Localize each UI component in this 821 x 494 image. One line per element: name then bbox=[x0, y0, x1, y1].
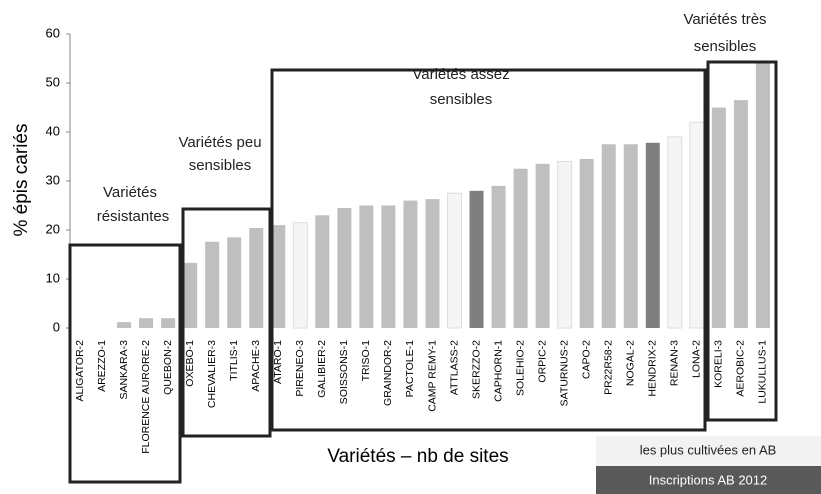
y-tick-label: 40 bbox=[46, 123, 60, 138]
y-tick-label: 0 bbox=[53, 319, 60, 334]
bar bbox=[469, 190, 484, 328]
bar bbox=[292, 222, 308, 329]
x-tick-label: APACHE-3 bbox=[250, 340, 262, 392]
legend-box bbox=[596, 466, 821, 494]
x-tick-label: TITLIS-1 bbox=[228, 340, 240, 381]
x-tick-label: ALIGATOR-2 bbox=[74, 340, 86, 402]
x-tick-label: CAMP REMY-1 bbox=[426, 340, 438, 412]
x-tick-label: SANKARA-3 bbox=[118, 340, 130, 400]
x-tick-label: GRAINDOR-2 bbox=[382, 340, 394, 406]
annotation: Variétés assez bbox=[412, 66, 509, 83]
x-tick-label: HENDRIX-2 bbox=[647, 340, 659, 397]
bar bbox=[271, 225, 286, 328]
bar bbox=[117, 322, 132, 328]
bar bbox=[491, 185, 506, 328]
x-tick-label: SOISSONS-1 bbox=[338, 340, 350, 404]
y-tick-label: 30 bbox=[46, 172, 60, 187]
x-tick-label: AEROBIC-2 bbox=[735, 340, 747, 397]
bar bbox=[447, 192, 463, 329]
x-axis-title: Variétés – nb de sites bbox=[327, 446, 508, 467]
annotation: sensibles bbox=[430, 91, 493, 108]
bar bbox=[315, 215, 330, 328]
bar bbox=[249, 228, 264, 328]
bar bbox=[557, 160, 573, 329]
legend-box bbox=[596, 436, 821, 466]
bar bbox=[535, 163, 550, 328]
bar bbox=[205, 241, 220, 328]
x-tick-label: LONA-2 bbox=[691, 340, 703, 378]
group-box bbox=[270, 68, 707, 432]
annotation: sensibles bbox=[694, 38, 757, 55]
bar bbox=[513, 168, 528, 328]
bar bbox=[161, 318, 176, 328]
y-tick-label: 50 bbox=[46, 74, 60, 89]
x-tick-label: KORELI-3 bbox=[713, 340, 725, 388]
annotation: résistantes bbox=[97, 208, 170, 225]
x-tick-label: ATARO-1 bbox=[272, 340, 284, 384]
group-box bbox=[706, 60, 778, 422]
x-tick-label: SATURNUS-2 bbox=[558, 340, 570, 406]
bar bbox=[381, 205, 396, 328]
x-tick-label: TRISO-1 bbox=[360, 340, 372, 382]
x-tick-label: SOLEHIO-2 bbox=[514, 340, 526, 396]
y-tick-label: 60 bbox=[46, 25, 60, 40]
bar bbox=[645, 142, 660, 328]
x-tick-label: PACTOLE-1 bbox=[404, 340, 416, 398]
bar bbox=[183, 262, 198, 328]
x-tick-label: RENAN-3 bbox=[669, 340, 681, 386]
x-tick-label: AREZZO-1 bbox=[96, 340, 108, 392]
x-tick-label: LUKULLUS-1 bbox=[757, 340, 769, 404]
x-tick-label: GALIBIER-2 bbox=[316, 340, 328, 398]
bar bbox=[337, 207, 352, 328]
x-tick-label: FLORENCE AURORE-2 bbox=[140, 340, 152, 454]
group-box bbox=[68, 243, 182, 484]
y-tick-label: 10 bbox=[46, 270, 60, 285]
bar bbox=[755, 63, 770, 329]
x-tick-label: SKERZZO-2 bbox=[470, 340, 482, 399]
x-tick-label: PR22R58-2 bbox=[603, 340, 615, 395]
x-tick-label: PIRENEO-3 bbox=[294, 340, 306, 397]
bar bbox=[227, 237, 242, 328]
x-tick-label: ATTLASS-2 bbox=[448, 340, 460, 395]
bar bbox=[359, 205, 374, 328]
x-tick-label: QUEBON-2 bbox=[162, 340, 174, 395]
bar bbox=[667, 136, 683, 329]
bar bbox=[403, 200, 418, 328]
y-tick-label: 20 bbox=[46, 221, 60, 236]
bar bbox=[601, 144, 616, 328]
legend-label: les plus cultivées en AB bbox=[640, 442, 777, 457]
bar bbox=[733, 100, 748, 329]
x-tick-label: CAPHORN-1 bbox=[492, 340, 504, 402]
bar bbox=[711, 107, 726, 328]
bar bbox=[689, 121, 705, 329]
legend-label: Inscriptions AB 2012 bbox=[649, 472, 768, 487]
bar bbox=[425, 199, 440, 328]
group-box bbox=[181, 207, 272, 438]
bar bbox=[579, 158, 594, 328]
annotation: sensibles bbox=[189, 157, 252, 174]
bar bbox=[623, 144, 638, 328]
annotation: Variétés très bbox=[683, 11, 766, 28]
x-tick-label: NOGAL-2 bbox=[625, 340, 637, 386]
bar bbox=[139, 318, 154, 328]
annotation: Variétés bbox=[103, 184, 157, 201]
annotation: Variétés peu bbox=[178, 134, 261, 151]
x-tick-label: ORPIC-2 bbox=[536, 340, 548, 383]
x-tick-label: OXEBO-1 bbox=[184, 340, 196, 387]
y-axis-title: % épis cariés bbox=[11, 124, 32, 237]
x-tick-label: CAPO-2 bbox=[580, 340, 592, 379]
x-tick-label: CHEVALIER-3 bbox=[206, 340, 218, 408]
